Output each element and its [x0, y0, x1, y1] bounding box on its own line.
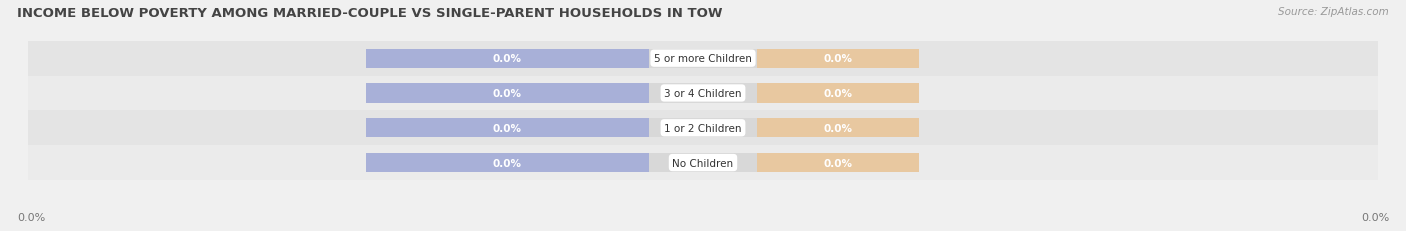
- Bar: [756, 153, 920, 172]
- Text: 0.0%: 0.0%: [824, 158, 852, 168]
- Text: Source: ZipAtlas.com: Source: ZipAtlas.com: [1278, 7, 1389, 17]
- Text: 0.0%: 0.0%: [824, 88, 852, 99]
- Bar: [366, 49, 650, 68]
- Bar: [366, 153, 920, 172]
- Text: 0.0%: 0.0%: [492, 54, 522, 64]
- Bar: [366, 84, 650, 103]
- Text: 1 or 2 Children: 1 or 2 Children: [664, 123, 742, 133]
- Text: 0.0%: 0.0%: [492, 88, 522, 99]
- Text: No Children: No Children: [672, 158, 734, 168]
- Bar: [366, 49, 920, 68]
- Text: 0.0%: 0.0%: [492, 123, 522, 133]
- Bar: [28, 42, 1378, 76]
- Bar: [366, 119, 920, 138]
- Text: INCOME BELOW POVERTY AMONG MARRIED-COUPLE VS SINGLE-PARENT HOUSEHOLDS IN TOW: INCOME BELOW POVERTY AMONG MARRIED-COUPL…: [17, 7, 723, 20]
- Bar: [366, 153, 650, 172]
- Text: 3 or 4 Children: 3 or 4 Children: [664, 88, 742, 99]
- Text: 0.0%: 0.0%: [824, 54, 852, 64]
- Text: 0.0%: 0.0%: [824, 123, 852, 133]
- Text: 0.0%: 0.0%: [1361, 212, 1389, 222]
- Bar: [28, 146, 1378, 180]
- Text: 0.0%: 0.0%: [492, 158, 522, 168]
- Bar: [366, 84, 920, 103]
- Bar: [28, 111, 1378, 146]
- Bar: [28, 76, 1378, 111]
- Text: 5 or more Children: 5 or more Children: [654, 54, 752, 64]
- Text: 0.0%: 0.0%: [17, 212, 45, 222]
- Bar: [756, 49, 920, 68]
- Bar: [756, 119, 920, 138]
- Bar: [756, 84, 920, 103]
- Bar: [366, 119, 650, 138]
